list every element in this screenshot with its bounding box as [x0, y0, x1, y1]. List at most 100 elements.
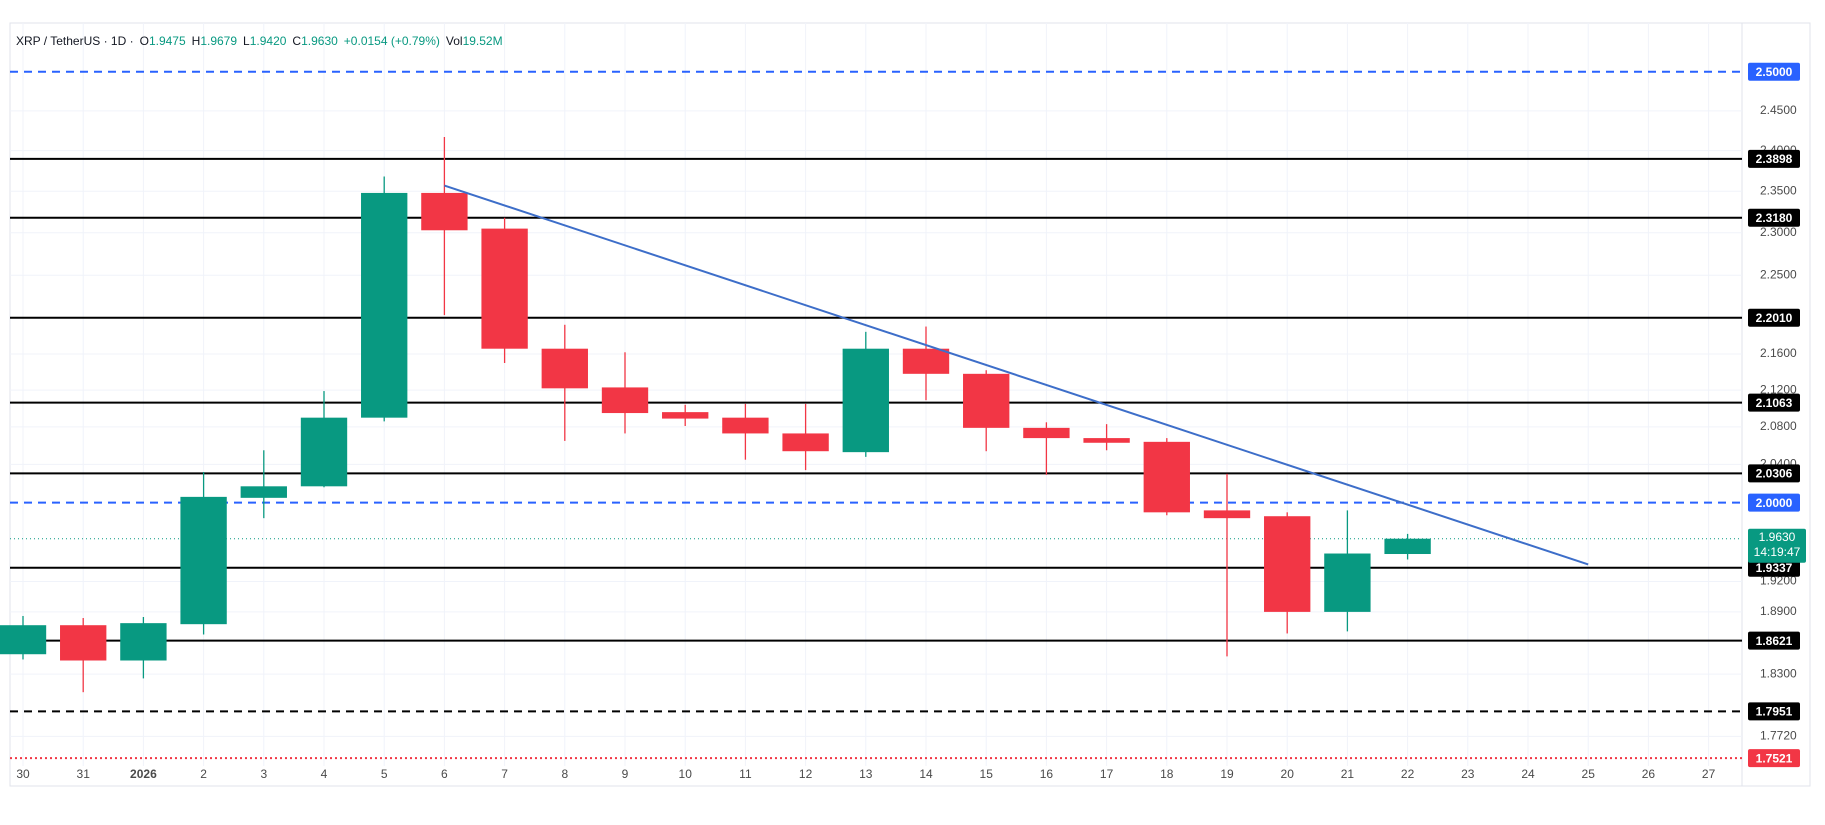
change: +0.0154 (+0.79%) — [343, 34, 440, 48]
y-tick-label: 1.7720 — [1760, 729, 1797, 743]
candle-body — [722, 417, 769, 434]
current-price-label: 1.9630 — [1759, 530, 1796, 544]
candle-body — [0, 625, 47, 655]
y-tick-label: 2.0800 — [1760, 419, 1797, 433]
x-tick-label: 24 — [1521, 767, 1535, 781]
ohlc-value: 1.9630 — [301, 34, 338, 48]
candle-body — [481, 228, 528, 349]
x-tick-label: 4 — [321, 767, 328, 781]
x-tick-label: 30 — [16, 767, 30, 781]
x-tick-label: 8 — [561, 767, 568, 781]
ohlc-label: L — [243, 34, 250, 48]
x-tick-label: 10 — [679, 767, 693, 781]
current-price-box — [1748, 528, 1806, 563]
level-label: 2.0000 — [1756, 496, 1793, 510]
level-label-box — [1748, 749, 1800, 768]
x-tick-label: 15 — [980, 767, 994, 781]
x-tick-label: 22 — [1401, 767, 1415, 781]
trendline — [444, 184, 1589, 566]
x-tick-label: 20 — [1281, 767, 1295, 781]
y-tick-label: 2.3500 — [1760, 183, 1797, 197]
x-tick-label: 27 — [1702, 767, 1716, 781]
level-label: 1.7521 — [1756, 751, 1793, 765]
y-tick-label: 2.3000 — [1760, 225, 1797, 239]
level-label-box — [1748, 464, 1800, 483]
level-label: 1.8621 — [1756, 634, 1793, 648]
x-tick-label: 26 — [1642, 767, 1656, 781]
ohlc-label: H — [191, 34, 201, 48]
x-tick-label: 3 — [260, 767, 267, 781]
x-tick-label: 19 — [1220, 767, 1234, 781]
level-label-box — [1748, 702, 1800, 721]
candle-body — [361, 192, 408, 418]
level-label-box — [1748, 493, 1800, 512]
x-tick-label: 5 — [381, 767, 388, 781]
candle-body — [842, 348, 889, 453]
x-tick-label: 16 — [1040, 767, 1054, 781]
x-tick-label: 25 — [1582, 767, 1596, 781]
level-label: 2.5000 — [1756, 65, 1793, 79]
x-tick-label: 6 — [441, 767, 448, 781]
x-tick-label: 18 — [1160, 767, 1174, 781]
x-tick-label: 14 — [919, 767, 933, 781]
level-label: 2.0306 — [1756, 467, 1793, 481]
level-label-box — [1748, 62, 1800, 81]
y-tick-label: 2.4500 — [1760, 103, 1797, 117]
level-label-box — [1748, 631, 1800, 650]
candle-body — [1083, 438, 1130, 443]
y-tick-label: 1.8300 — [1760, 666, 1797, 680]
level-label-box — [1748, 208, 1800, 227]
legend-header: XRP / TetherUS · 1D · O1.9475 H1.9679 L1.94… — [16, 34, 509, 48]
level-label-box — [1748, 149, 1800, 168]
candle-body — [662, 412, 709, 419]
candle-body — [782, 433, 829, 452]
candle-body — [1023, 427, 1070, 439]
candle-body — [1264, 516, 1311, 612]
level-label: 2.3898 — [1756, 152, 1793, 166]
ohlc-label: O — [139, 34, 149, 48]
candle-body — [963, 373, 1010, 428]
level-label: 2.3180 — [1756, 211, 1793, 225]
candle-body — [902, 348, 950, 374]
x-tick-label: 23 — [1461, 767, 1475, 781]
candle-body — [1324, 553, 1371, 612]
x-tick-label: 31 — [77, 767, 91, 781]
x-tick-label: 9 — [622, 767, 629, 781]
x-tick-label: 2 — [200, 767, 207, 781]
candle-body — [120, 623, 167, 661]
level-label: 1.7951 — [1756, 705, 1793, 719]
x-tick-label: 2026 — [130, 767, 157, 781]
y-tick-label: 2.1200 — [1760, 382, 1797, 396]
candle-body — [60, 625, 107, 661]
ohlc-value: 1.9679 — [200, 34, 238, 48]
x-tick-label: 7 — [501, 767, 508, 781]
x-tick-label: 13 — [859, 767, 873, 781]
level-label: 1.9337 — [1756, 561, 1793, 575]
x-tick-label: 17 — [1100, 767, 1114, 781]
y-tick-label: 1.8900 — [1760, 604, 1797, 618]
volume-label: Vol — [445, 34, 463, 48]
candle-body — [601, 387, 649, 414]
candle-body — [541, 348, 588, 389]
candle-body — [240, 486, 287, 498]
y-tick-label: 2.1600 — [1760, 346, 1797, 360]
level-label: 2.1063 — [1756, 396, 1793, 410]
ohlc-value: 1.9475 — [148, 34, 186, 48]
candle-body — [300, 417, 348, 487]
symbol: XRP / TetherUS · 1D · — [16, 34, 134, 48]
x-tick-label: 11 — [739, 767, 752, 781]
level-label-box — [1748, 308, 1800, 327]
ohlc-label: C — [292, 34, 302, 48]
candle-body — [180, 496, 227, 625]
level-label: 2.2010 — [1756, 311, 1793, 325]
candle-body — [421, 192, 468, 231]
candle-body — [1143, 441, 1190, 513]
level-label-box — [1748, 393, 1800, 412]
candle-body — [1384, 538, 1431, 555]
countdown-label: 14:19:47 — [1754, 545, 1801, 559]
y-tick-label: 2.2500 — [1760, 267, 1797, 281]
ohlc-value: 1.9420 — [249, 34, 287, 48]
candle-body — [1203, 510, 1251, 519]
